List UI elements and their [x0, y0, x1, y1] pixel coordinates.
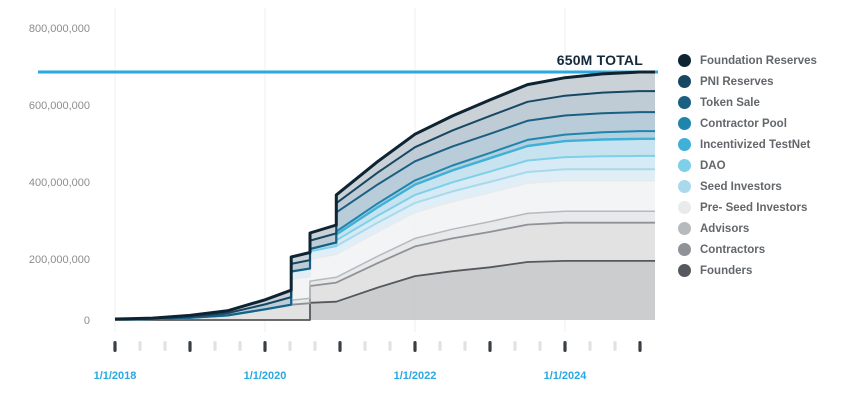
minor-tick: [438, 341, 442, 351]
y-axis-label: 0: [84, 315, 90, 327]
area-founders: [115, 260, 655, 320]
minor-tick: [388, 341, 392, 351]
minor-tick: [538, 341, 542, 351]
x-axis-label-2022: 1/1/2022: [394, 370, 437, 382]
major-tick: [188, 341, 192, 352]
y-axis-label: 800,000,000: [29, 23, 90, 35]
legend-swatch-icon: [678, 75, 691, 88]
minor-tick: [213, 341, 217, 351]
minor-tick: [588, 341, 592, 351]
minor-tick: [513, 341, 517, 351]
legend-item-founders[interactable]: Founders: [678, 264, 817, 277]
area-contractors: [115, 222, 655, 320]
major-tick: [488, 341, 492, 352]
legend-label: Foundation Reserves: [700, 54, 817, 67]
minor-tick: [313, 341, 317, 351]
y-axis-label: 200,000,000: [29, 254, 90, 266]
legend-label: PNI Reserves: [700, 75, 774, 88]
major-tick: [263, 341, 267, 352]
minor-tick: [363, 341, 367, 351]
legend-swatch-icon: [678, 243, 691, 256]
legend-label: Contractor Pool: [700, 117, 787, 130]
area-strokes: [114, 70, 655, 321]
legend-swatch-icon: [678, 138, 691, 151]
legend-swatch-icon: [678, 117, 691, 130]
legend-label: Incentivized TestNet: [700, 138, 811, 151]
x-axis-label-2018: 1/1/2018: [94, 370, 137, 382]
total-supply-annotation: 650M TOTAL: [556, 52, 643, 68]
legend-item-foundation-reserves[interactable]: Foundation Reserves: [678, 54, 817, 67]
legend-item-seed-investors[interactable]: Seed Investors: [678, 180, 817, 193]
area-fills: [115, 72, 655, 320]
legend-item-token-sale[interactable]: Token Sale: [678, 96, 817, 109]
x-axis-ticks: [113, 341, 642, 352]
legend-swatch-icon: [678, 264, 691, 277]
edge-foundation-reserves: [114, 70, 655, 321]
legend-item-pre-seed-investors[interactable]: Pre- Seed Investors: [678, 201, 817, 214]
legend-item-advisors[interactable]: Advisors: [678, 222, 817, 235]
minor-tick: [163, 341, 167, 351]
legend-swatch-icon: [678, 201, 691, 214]
legend-label: Founders: [700, 264, 753, 277]
x-axis-label-2024: 1/1/2024: [544, 370, 588, 382]
legend-item-pni-reserves[interactable]: PNI Reserves: [678, 75, 817, 88]
major-tick: [563, 341, 567, 352]
legend-label: Pre- Seed Investors: [700, 201, 808, 214]
legend-swatch-icon: [678, 54, 691, 67]
major-tick: [638, 341, 642, 352]
minor-tick: [288, 341, 292, 351]
legend-swatch-icon: [678, 222, 691, 235]
minor-tick: [463, 341, 467, 351]
legend-item-contractors[interactable]: Contractors: [678, 243, 817, 256]
legend-label: Contractors: [700, 243, 766, 256]
minor-tick: [238, 341, 242, 351]
legend-item-dao[interactable]: DAO: [678, 159, 817, 172]
legend-label: Token Sale: [700, 96, 760, 109]
chart-legend: Foundation Reserves PNI Reserves Token Sal…: [678, 54, 817, 277]
major-tick: [113, 341, 117, 352]
major-tick: [413, 341, 417, 352]
minor-tick: [138, 341, 142, 351]
legend-swatch-icon: [678, 180, 691, 193]
minor-tick: [613, 341, 617, 351]
edge-founders: [115, 260, 655, 321]
y-axis-label: 400,000,000: [29, 177, 90, 189]
y-axis-label: 600,000,000: [29, 100, 90, 112]
major-tick: [338, 341, 342, 352]
legend-item-incentivized-testnet[interactable]: Incentivized TestNet: [678, 138, 817, 151]
legend-swatch-icon: [678, 159, 691, 172]
x-axis-label-2020: 1/1/2020: [244, 370, 287, 382]
legend-label: Advisors: [700, 222, 750, 235]
area-pre-seed-investors: [115, 180, 655, 320]
legend-swatch-icon: [678, 96, 691, 109]
legend-item-contractor-pool[interactable]: Contractor Pool: [678, 117, 817, 130]
legend-label: Seed Investors: [700, 180, 782, 193]
legend-label: DAO: [700, 159, 726, 172]
